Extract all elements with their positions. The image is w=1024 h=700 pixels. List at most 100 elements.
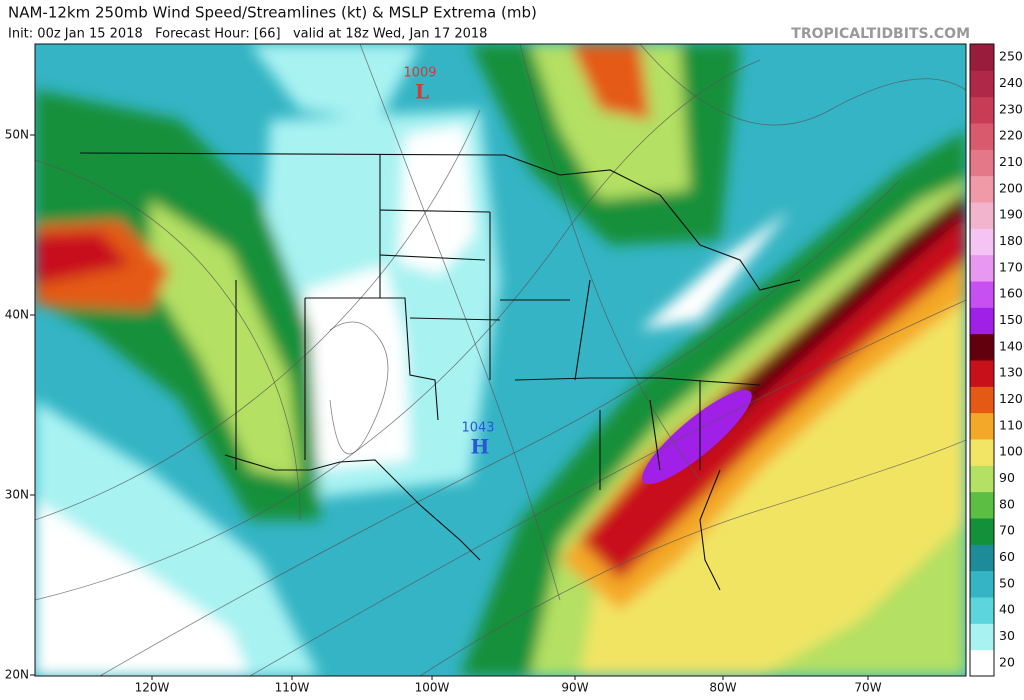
- lat-label: 30N: [5, 488, 29, 502]
- colorbar-label: 130: [999, 365, 1023, 380]
- colorbar-swatch: [970, 228, 994, 256]
- colorbar-swatch: [970, 491, 994, 519]
- map-frame: [34, 43, 967, 677]
- pressure-symbol: L: [415, 80, 429, 104]
- colorbar-label: 250: [999, 49, 1023, 64]
- colorbar-label: 220: [999, 128, 1023, 143]
- us-mexico-border: [224, 454, 481, 561]
- colorbar-label: 230: [999, 101, 1023, 116]
- colorbar-swatch: [970, 544, 994, 572]
- colorbar-label: 120: [999, 391, 1023, 406]
- colorbar-label: 180: [999, 233, 1023, 248]
- us-canada-border: [79, 152, 801, 291]
- streamline: [99, 179, 901, 676]
- wind-shading: [35, 44, 966, 676]
- colorbar-label: 200: [999, 180, 1023, 195]
- streamline: [359, 44, 561, 601]
- colorbar-label: 50: [999, 575, 1015, 590]
- borders: [79, 152, 801, 591]
- streamline: [639, 44, 966, 126]
- colorbar-label: 160: [999, 286, 1023, 301]
- lat-label: 50N: [5, 128, 29, 142]
- colorbar-label: 100: [999, 444, 1023, 459]
- shade: [398, 125, 475, 275]
- colorbar-swatch: [970, 254, 994, 282]
- lon-label: 90W: [561, 681, 588, 695]
- shade: [250, 44, 420, 120]
- streamline: [519, 44, 701, 481]
- shade: [35, 500, 250, 676]
- colorbar-swatch: [970, 44, 994, 71]
- streamline: [35, 59, 761, 601]
- colorbar-swatch: [970, 412, 994, 440]
- lon-label: 120W: [135, 681, 170, 695]
- colorbar-label: 90: [999, 470, 1015, 485]
- colorbar-swatch: [970, 281, 994, 308]
- colorbar-swatch: [970, 518, 994, 545]
- colorbar-swatch: [970, 70, 994, 98]
- pressure-symbol: H: [471, 435, 490, 459]
- colorbar-label: 80: [999, 496, 1015, 511]
- source: TROPICALTIDBITS.COM: [791, 26, 970, 42]
- jet-core: [642, 389, 752, 485]
- colorbar-label: 140: [999, 338, 1023, 353]
- lon-label: 110W: [275, 681, 310, 695]
- lat-label: 40N: [5, 308, 29, 322]
- colorbar: 20 30 40 50 60 70 80 90 100 110 120 130 140 150 160 170…: [969, 43, 1023, 677]
- colorbar-label: 40: [999, 602, 1015, 617]
- colorbar-label: 190: [999, 207, 1023, 222]
- title: NAM-12km 250mb Wind Speed/Streamlines (k…: [8, 4, 537, 22]
- colorbar-swatch: [970, 333, 994, 361]
- streamline: [419, 439, 966, 676]
- colorbar-swatch: [970, 570, 994, 598]
- colorbar-label: 20: [999, 654, 1015, 669]
- shade: [570, 44, 650, 120]
- subtitle: Init: 00z Jan 15 2018 Forecast Hour: [66…: [8, 27, 487, 42]
- colorbar-label: 210: [999, 154, 1023, 169]
- colorbar-label: 30: [999, 628, 1015, 643]
- lon-label: 80W: [709, 681, 736, 695]
- florida: [699, 469, 721, 591]
- colorbar-label: 150: [999, 312, 1023, 327]
- pressure-value: 1043: [461, 421, 494, 436]
- colorbar-label: 110: [999, 417, 1023, 432]
- lat-label: 20N: [5, 668, 29, 682]
- shade: [300, 265, 410, 470]
- colorbar-swatch: [970, 465, 994, 493]
- lon-label: 100W: [415, 681, 450, 695]
- streamline: [249, 299, 966, 676]
- colorbar-swatch: [970, 96, 994, 124]
- lon-label: 70W: [854, 681, 881, 695]
- colorbar-swatch: [970, 202, 994, 229]
- colorbar-swatch: [970, 123, 994, 150]
- streamline: [35, 109, 481, 521]
- colorbar-label: 70: [999, 523, 1015, 538]
- colorbar-swatch: [970, 623, 994, 651]
- streamline: [35, 159, 301, 521]
- pressure-value: 1009: [403, 66, 436, 81]
- colorbar-swatch: [970, 360, 994, 387]
- colorbar-swatch: [970, 649, 994, 677]
- colorbar-frame: [969, 43, 995, 677]
- colorbar-label: 170: [999, 259, 1023, 274]
- shade: [640, 210, 790, 330]
- colorbar-label: 60: [999, 549, 1015, 564]
- colorbar-swatch: [970, 307, 994, 335]
- shade: [530, 44, 690, 200]
- wind-field: [35, 44, 966, 676]
- shade: [35, 232, 130, 285]
- shade: [150, 200, 300, 480]
- streamlines: [35, 44, 966, 676]
- colorbar-swatch: [970, 175, 994, 203]
- colorbar-swatch: [970, 597, 994, 624]
- colorbar-swatch: [970, 386, 994, 414]
- state-borders: [235, 155, 761, 490]
- axis-labels: 50N 40N 30N 20N 120W 110W 100W 90W 80W 70W: [5, 128, 882, 695]
- colorbar-swatch: [970, 149, 994, 177]
- colorbar-label: 240: [999, 75, 1023, 90]
- colorbar-swatch: [970, 439, 994, 466]
- streamline: [329, 321, 389, 455]
